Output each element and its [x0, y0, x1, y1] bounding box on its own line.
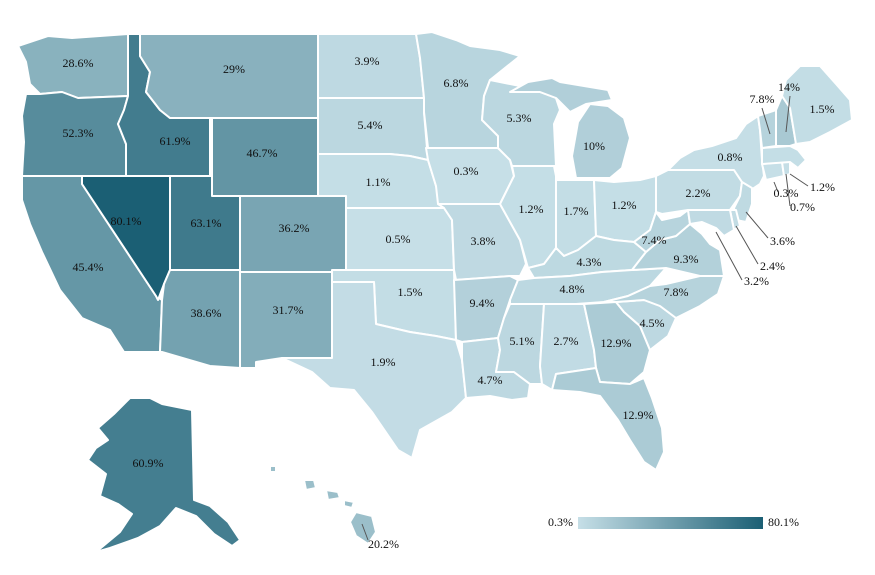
label-RI: 0.7% — [790, 200, 815, 214]
label-ME: 1.5% — [810, 102, 835, 116]
label-WA: 28.6% — [63, 56, 94, 70]
value-labels: 28.6% 52.3% 45.4% 80.1% 61.9% 29% 46.7% … — [63, 54, 836, 551]
leader-line-CT — [773, 181, 779, 193]
label-MS: 5.1% — [510, 334, 535, 348]
label-TN: 4.8% — [560, 282, 585, 296]
label-CO: 36.2% — [279, 221, 310, 235]
label-ID: 61.9% — [160, 134, 191, 148]
label-AR: 9.4% — [470, 296, 495, 310]
color-legend: 0.3% 80.1% — [548, 515, 799, 529]
label-MI: 10% — [583, 139, 605, 153]
legend-gradient-bar — [578, 517, 763, 529]
label-FL: 12.9% — [623, 408, 654, 422]
state-AK[interactable] — [87, 397, 241, 553]
label-PA: 2.2% — [686, 186, 711, 200]
label-DE: 2.4% — [760, 259, 785, 273]
label-MN: 6.8% — [444, 76, 469, 90]
label-AZ: 38.6% — [191, 306, 222, 320]
state-IL[interactable] — [499, 165, 557, 269]
label-CA: 45.4% — [73, 260, 104, 274]
label-UT: 63.1% — [191, 216, 222, 230]
label-VA: 9.3% — [674, 252, 699, 266]
label-KS: 0.5% — [386, 232, 411, 246]
label-AK: 60.9% — [133, 456, 164, 470]
label-VT: 7.8% — [750, 92, 775, 106]
label-MD: 3.2% — [744, 274, 769, 288]
leader-line-HI — [361, 523, 369, 541]
state-FL[interactable] — [551, 367, 665, 471]
label-HI: 20.2% — [368, 537, 399, 551]
label-MA: 1.2% — [810, 180, 835, 194]
label-NJ: 3.6% — [770, 234, 795, 248]
legend-max-label: 80.1% — [768, 515, 799, 529]
state-NJ[interactable] — [733, 181, 753, 223]
state-ME[interactable] — [781, 65, 853, 145]
label-NH: 14% — [778, 80, 800, 94]
state-MI[interactable] — [509, 77, 631, 179]
label-CT: 0.3% — [774, 186, 799, 200]
label-NE: 1.1% — [366, 175, 391, 189]
label-IL: 1.2% — [519, 202, 544, 216]
label-MT: 29% — [223, 62, 245, 76]
state-MA[interactable] — [761, 145, 807, 169]
leader-line-NH — [785, 95, 791, 133]
label-ND: 3.9% — [355, 54, 380, 68]
state-VT[interactable] — [757, 109, 777, 149]
label-WV: 7.4% — [642, 233, 667, 247]
label-NC: 7.8% — [664, 285, 689, 299]
legend-min-label: 0.3% — [548, 515, 573, 529]
leader-lines — [361, 95, 809, 541]
label-WY: 46.7% — [247, 146, 278, 160]
label-KY: 4.3% — [577, 255, 602, 269]
state-MD[interactable] — [687, 209, 735, 237]
label-LA: 4.7% — [478, 373, 503, 387]
state-RI[interactable] — [781, 161, 791, 177]
label-AL: 2.7% — [554, 334, 579, 348]
state-WV[interactable] — [633, 209, 691, 253]
label-OK: 1.5% — [398, 285, 423, 299]
label-NY: 0.8% — [718, 150, 743, 164]
label-WI: 5.3% — [507, 111, 532, 125]
label-MO: 3.8% — [471, 234, 496, 248]
label-SD: 5.4% — [358, 118, 383, 132]
state-NC[interactable] — [603, 275, 725, 319]
leader-line-NJ — [745, 211, 769, 239]
state-HI[interactable] — [269, 465, 377, 545]
label-GA: 12.9% — [601, 336, 632, 350]
state-NM[interactable] — [239, 271, 333, 369]
label-NM: 31.7% — [273, 303, 304, 317]
label-OR: 52.3% — [63, 126, 94, 140]
states-layer — [17, 31, 853, 553]
label-IA: 0.3% — [454, 164, 479, 178]
leader-line-MA — [789, 173, 809, 187]
label-SC: 4.5% — [640, 316, 665, 330]
label-NV: 80.1% — [111, 214, 142, 228]
leader-line-VT — [761, 107, 771, 135]
state-MT[interactable] — [139, 33, 319, 119]
leader-line-RI — [785, 173, 791, 207]
state-TX[interactable] — [281, 281, 467, 459]
label-OH: 1.2% — [612, 198, 637, 212]
leader-line-DE — [735, 225, 759, 265]
label-IN: 1.7% — [564, 204, 589, 218]
label-TX: 1.9% — [371, 355, 396, 369]
leader-line-MD — [715, 231, 743, 281]
